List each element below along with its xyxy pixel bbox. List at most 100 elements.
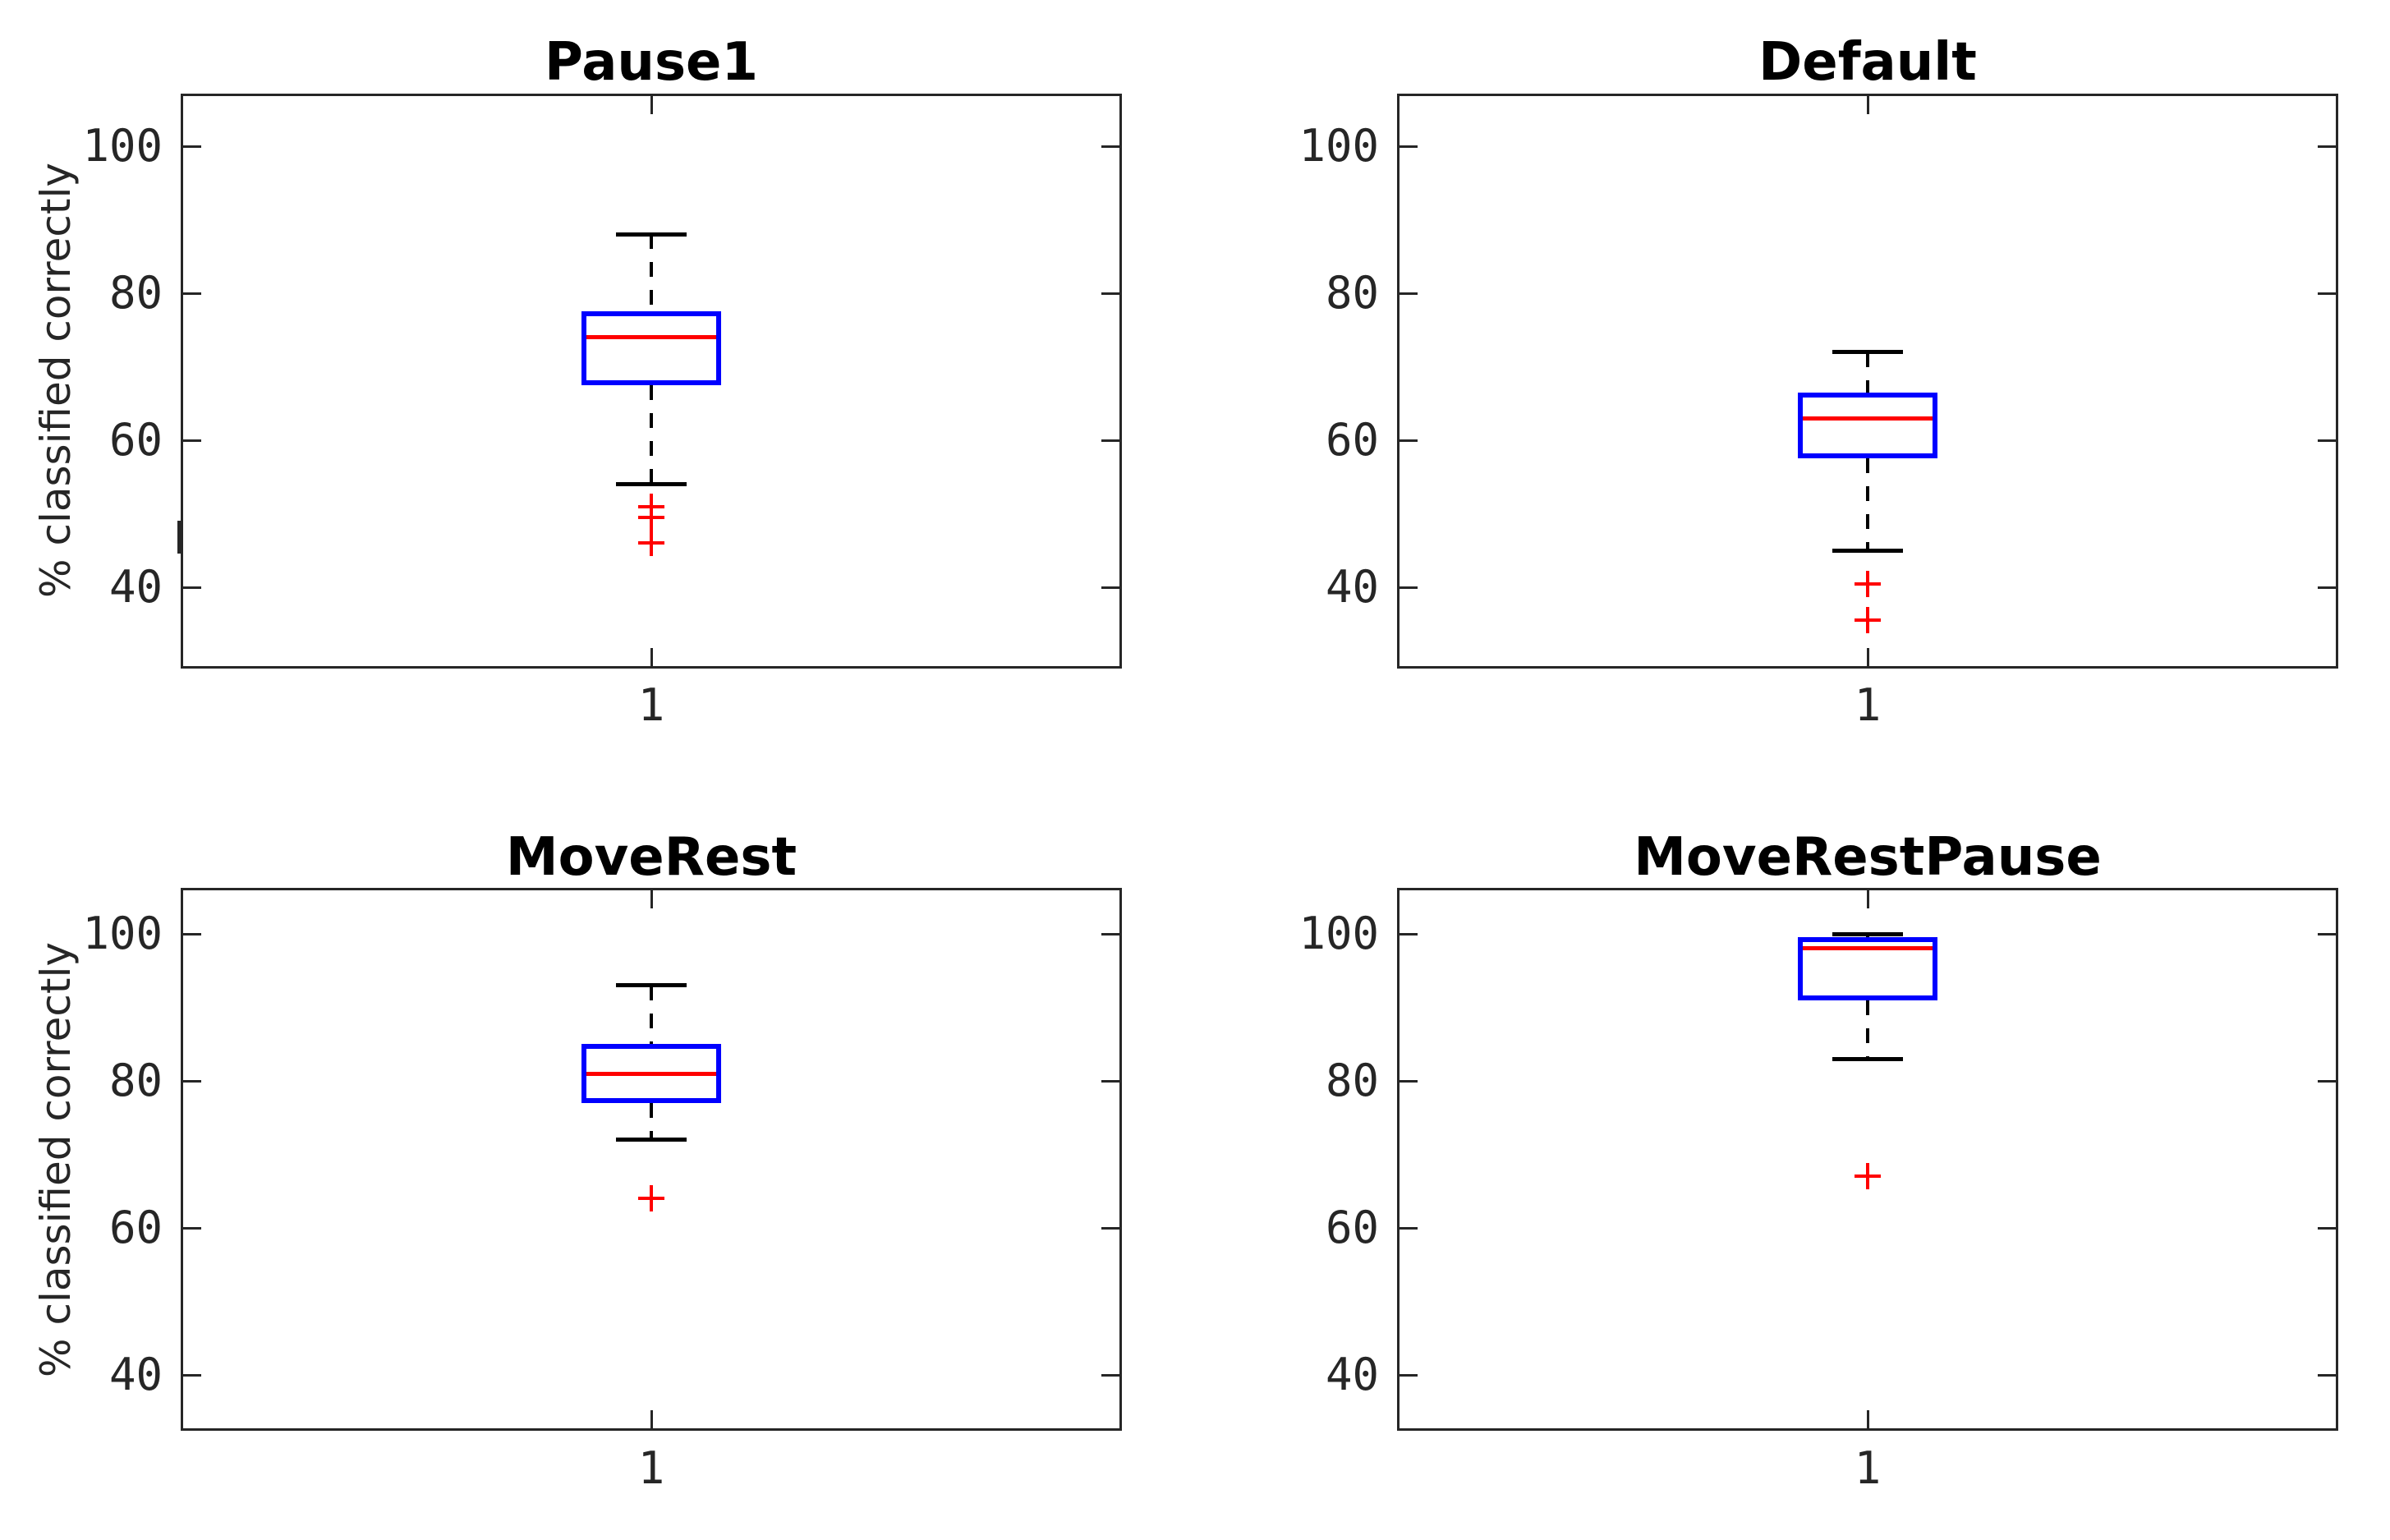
- y-tick-80-moverestpause: [1400, 1079, 1418, 1083]
- y-tick-80-pause1: [183, 292, 201, 295]
- y-tick-label-100-default: 100: [1298, 120, 1379, 172]
- axes-moverest: [181, 888, 1122, 1431]
- plot-title-moverest: MoveRest: [505, 827, 797, 888]
- y-tick-right-80-pause1: [1101, 292, 1119, 295]
- outlier-marker-pause1-2: [638, 530, 664, 557]
- x-tick-label-default: 1: [1854, 679, 1882, 731]
- box-iqr-pause1: [581, 311, 721, 385]
- y-tick-40-pause1: [183, 586, 201, 589]
- upper-whisker-moverest: [650, 985, 653, 1045]
- outlier-marker-pause1-1: [638, 503, 664, 531]
- y-tick-60-pause1: [183, 439, 201, 442]
- lower-whisker-default: [1866, 458, 1869, 551]
- x-tick-top-moverestpause: [1866, 890, 1869, 908]
- outlier-plus-v: [1866, 1163, 1869, 1190]
- median-line-pause1: [586, 335, 716, 340]
- outlier-plus-v: [1866, 570, 1869, 597]
- y-tick-80-default: [1400, 292, 1418, 295]
- y-tick-right-40-default: [2318, 586, 2336, 589]
- x-tick-bottom-pause1: [650, 648, 653, 666]
- outlier-plus-v: [650, 530, 653, 557]
- y-tick-label-40-moverestpause: 40: [1325, 1349, 1379, 1400]
- upper-whisker-cap-default: [1832, 350, 1903, 355]
- y-tick-60-default: [1400, 439, 1418, 442]
- upper-whisker-cap-pause1: [616, 232, 687, 237]
- x-tick-top-pause1: [650, 96, 653, 114]
- x-tick-bottom-moverestpause: [1866, 1410, 1869, 1428]
- y-tick-label-40-pause1: 40: [108, 561, 163, 613]
- upper-whisker-pause1: [650, 234, 653, 312]
- x-tick-label-moverest: 1: [637, 1442, 665, 1494]
- box-iqr-moverestpause: [1798, 937, 1937, 1000]
- y-tick-40-default: [1400, 586, 1418, 589]
- y-tick-right-80-moverest: [1101, 1079, 1119, 1083]
- lower-whisker-moverestpause: [1866, 1000, 1869, 1060]
- box-iqr-moverest: [581, 1044, 721, 1103]
- y-tick-100-moverest: [183, 932, 201, 935]
- y-tick-label-60-moverestpause: 60: [1325, 1202, 1379, 1253]
- y-tick-label-80-moverestpause: 80: [1325, 1055, 1379, 1106]
- y-tick-100-moverestpause: [1400, 932, 1418, 935]
- spine-artifact: [177, 521, 182, 554]
- plot-title-pause1: Pause1: [545, 32, 758, 93]
- y-tick-label-40-moverest: 40: [108, 1349, 163, 1400]
- outlier-marker-moverestpause-0: [1855, 1163, 1881, 1190]
- median-line-default: [1803, 416, 1933, 421]
- y-tick-label-60-default: 60: [1325, 414, 1379, 466]
- y-tick-label-80-pause1: 80: [108, 267, 163, 319]
- y-tick-right-100-default: [2318, 145, 2336, 148]
- axes-moverestpause: [1397, 888, 2338, 1431]
- y-tick-right-60-pause1: [1101, 439, 1119, 442]
- median-line-moverest: [586, 1071, 716, 1076]
- upper-whisker-cap-moverestpause: [1832, 931, 1903, 936]
- y-tick-40-moverestpause: [1400, 1373, 1418, 1377]
- y-tick-label-100-moverestpause: 100: [1298, 908, 1379, 959]
- plot-title-default: Default: [1758, 32, 1977, 93]
- y-tick-right-60-moverestpause: [2318, 1226, 2336, 1230]
- y-tick-right-60-moverest: [1101, 1226, 1119, 1230]
- y-tick-right-40-moverest: [1101, 1373, 1119, 1377]
- lower-whisker-cap-moverest: [616, 1138, 687, 1142]
- y-tick-right-60-default: [2318, 439, 2336, 442]
- median-line-moverestpause: [1803, 946, 1933, 951]
- lower-whisker-pause1: [650, 384, 653, 485]
- x-tick-label-pause1: 1: [637, 679, 665, 731]
- y-tick-100-default: [1400, 145, 1418, 148]
- upper-whisker-default: [1866, 352, 1869, 393]
- x-tick-bottom-moverest: [650, 1410, 653, 1428]
- y-tick-80-moverest: [183, 1079, 201, 1083]
- box-iqr-default: [1798, 392, 1937, 459]
- outlier-plus-v: [1866, 607, 1869, 634]
- y-tick-right-80-default: [2318, 292, 2336, 295]
- lower-whisker-moverest: [650, 1102, 653, 1140]
- y-tick-label-80-moverest: 80: [108, 1055, 163, 1106]
- y-tick-right-100-moverestpause: [2318, 932, 2336, 935]
- outlier-plus-v: [650, 503, 653, 531]
- y-tick-60-moverest: [183, 1226, 201, 1230]
- plot-title-moverestpause: MoveRestPause: [1634, 827, 2102, 888]
- y-tick-right-100-pause1: [1101, 145, 1119, 148]
- y-tick-label-40-default: 40: [1325, 561, 1379, 613]
- outlier-marker-default-1: [1855, 607, 1881, 634]
- x-tick-top-moverest: [650, 890, 653, 908]
- y-tick-label-100-moverest: 100: [82, 908, 163, 959]
- outlier-plus-v: [650, 1185, 653, 1212]
- upper-whisker-cap-moverest: [616, 983, 687, 988]
- y-tick-label-100-pause1: 100: [82, 120, 163, 172]
- x-tick-top-default: [1866, 96, 1869, 114]
- x-tick-label-moverestpause: 1: [1854, 1442, 1882, 1494]
- y-tick-label-60-pause1: 60: [108, 414, 163, 466]
- lower-whisker-cap-pause1: [616, 482, 687, 487]
- y-tick-label-80-default: 80: [1325, 267, 1379, 319]
- y-tick-100-pause1: [183, 145, 201, 148]
- y-tick-right-80-moverestpause: [2318, 1079, 2336, 1083]
- y-tick-label-60-moverest: 60: [108, 1202, 163, 1253]
- y-tick-40-moverest: [183, 1373, 201, 1377]
- y-tick-right-40-pause1: [1101, 586, 1119, 589]
- x-tick-bottom-default: [1866, 648, 1869, 666]
- lower-whisker-cap-default: [1832, 548, 1903, 553]
- outlier-marker-default-0: [1855, 570, 1881, 597]
- outlier-marker-moverest-0: [638, 1185, 664, 1212]
- y-tick-right-40-moverestpause: [2318, 1373, 2336, 1377]
